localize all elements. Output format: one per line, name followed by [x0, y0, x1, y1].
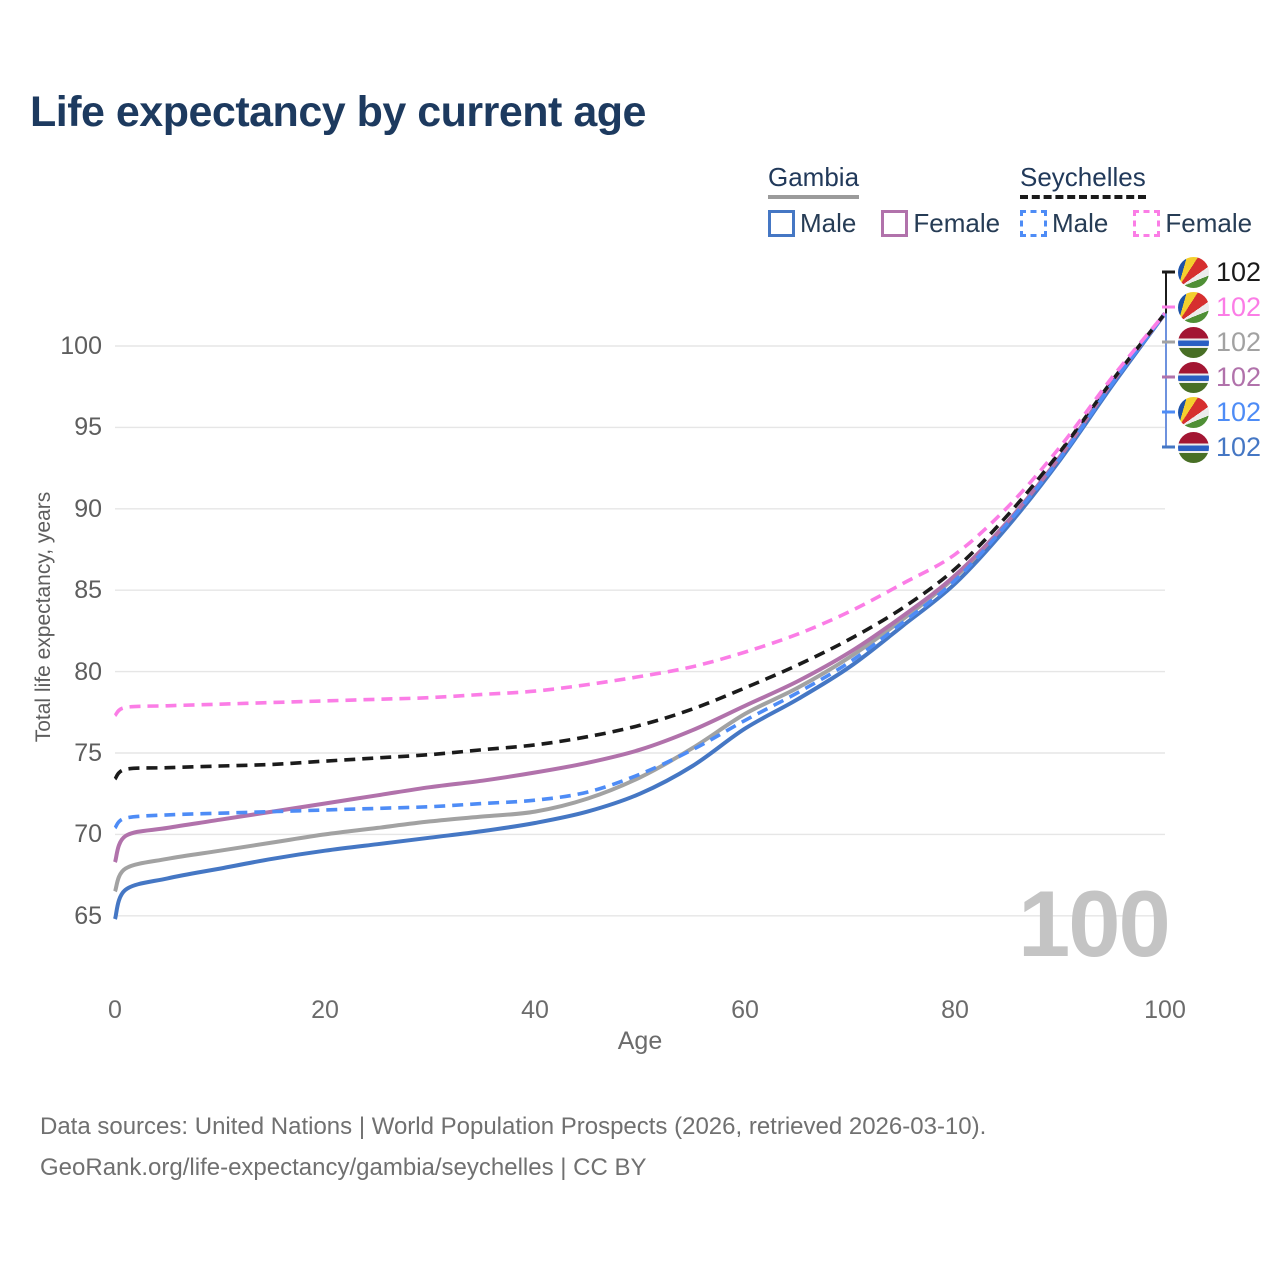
end-label-seychelles-all: 102	[1178, 256, 1261, 288]
end-label-gambia-male: 102	[1178, 431, 1261, 463]
x-tick-label-100: 100	[1144, 996, 1186, 1024]
seychelles-female-swatch-icon	[1133, 209, 1161, 237]
series-line-seychelles-female[interactable]	[113, 312, 1167, 718]
series-line-gambia-male[interactable]	[113, 312, 1167, 920]
legend-item-seychelles-male[interactable]: Male	[1020, 208, 1108, 239]
x-axis-title: Age	[617, 1027, 663, 1055]
y-tick-label-70: 70	[74, 820, 102, 849]
seychelles-flag-icon	[1178, 256, 1209, 288]
y-tick-label-65: 65	[74, 901, 102, 930]
hover-age-watermark: 100	[1018, 871, 1171, 976]
legend-item-seychelles-female[interactable]: Female	[1133, 208, 1252, 239]
y-axis-title: Total life expectancy, years	[32, 491, 55, 743]
y-tick-label-80: 80	[74, 657, 102, 686]
end-value-seychelles-female: 102	[1216, 292, 1262, 322]
series-line-gambia-female[interactable]	[113, 312, 1167, 863]
legend-item-gambia-female[interactable]: Female	[881, 208, 1000, 239]
y-tick-label-100: 100	[60, 332, 102, 360]
x-tick-label-60: 60	[731, 996, 759, 1024]
series-line-seychelles-all[interactable]	[113, 312, 1167, 781]
end-value-gambia-all: 102	[1216, 327, 1262, 357]
end-label-gambia-female: 102	[1178, 361, 1261, 393]
gambia-male-swatch-icon	[768, 209, 795, 237]
seychelles-flag-icon	[1178, 291, 1209, 323]
legend-item-label: Male	[800, 207, 857, 238]
legend-item-label: Female	[913, 207, 1001, 238]
legend-items-seychelles: Male Female	[1020, 208, 1252, 239]
seychelles-male-swatch-icon	[1020, 209, 1047, 237]
end-value-seychelles-all: 102	[1216, 257, 1262, 287]
end-value-seychelles-male: 102	[1216, 397, 1262, 427]
series-line-gambia-all[interactable]	[113, 312, 1167, 893]
legend-group-gambia: Gambia Male Female	[768, 163, 1000, 239]
footer-data-sources: Data sources: United Nations | World Pop…	[40, 1113, 987, 1140]
legend-items-gambia: Male Female	[768, 208, 1000, 239]
end-label-gambia-all: 102	[1178, 326, 1261, 358]
legend-group-seychelles: Seychelles Male Female	[1020, 163, 1252, 239]
y-tick-label-85: 85	[74, 576, 102, 605]
gambia-flag-icon	[1178, 326, 1209, 358]
gambia-female-swatch-icon	[881, 209, 909, 237]
x-tick-label-40: 40	[521, 996, 549, 1024]
legend-item-label: Male	[1052, 207, 1109, 238]
x-tick-label-20: 20	[311, 996, 339, 1024]
legend-item-gambia-male[interactable]: Male	[768, 208, 856, 239]
end-value-gambia-female: 102	[1216, 362, 1262, 392]
y-tick-label-90: 90	[74, 494, 102, 523]
series-line-seychelles-male[interactable]	[113, 312, 1167, 830]
end-label-seychelles-female: 102	[1178, 291, 1261, 323]
y-tick-label-75: 75	[74, 739, 102, 767]
page-title: Life expectancy by current age	[30, 88, 646, 136]
seychelles-flag-icon	[1178, 396, 1209, 428]
footer-attribution: GeoRank.org/life-expectancy/gambia/seych…	[40, 1154, 647, 1181]
gambia-flag-icon	[1178, 431, 1209, 463]
legend-item-label: Female	[1165, 207, 1253, 238]
end-value-gambia-male: 102	[1216, 432, 1262, 462]
footer: Data sources: United Nations | World Pop…	[40, 1106, 986, 1188]
x-tick-label-80: 80	[941, 996, 969, 1024]
end-label-seychelles-male: 102	[1178, 396, 1261, 428]
y-tick-label-95: 95	[74, 413, 102, 442]
legend-country-gambia[interactable]: Gambia	[768, 163, 860, 199]
legend-country-seychelles[interactable]: Seychelles	[1020, 163, 1146, 199]
x-tick-label-0: 0	[108, 996, 122, 1024]
gambia-flag-icon	[1178, 361, 1209, 393]
